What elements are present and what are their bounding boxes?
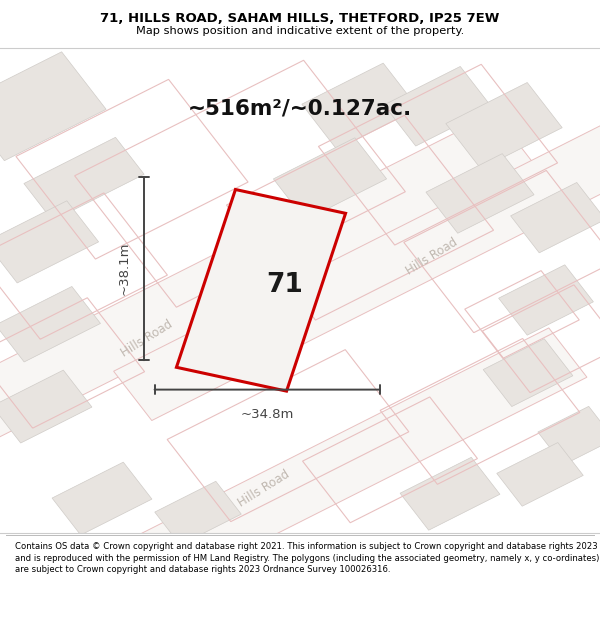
Polygon shape — [538, 406, 600, 465]
Text: ~38.1m: ~38.1m — [118, 242, 131, 295]
Polygon shape — [302, 63, 418, 149]
Text: Map shows position and indicative extent of the property.: Map shows position and indicative extent… — [136, 26, 464, 36]
Text: ~34.8m: ~34.8m — [241, 408, 294, 421]
Polygon shape — [0, 113, 536, 526]
Polygon shape — [0, 286, 100, 362]
Polygon shape — [176, 189, 346, 391]
Polygon shape — [52, 462, 152, 535]
Text: ~516m²/~0.127ac.: ~516m²/~0.127ac. — [188, 99, 412, 119]
Polygon shape — [497, 442, 583, 506]
Polygon shape — [400, 458, 500, 530]
Polygon shape — [446, 82, 562, 169]
Polygon shape — [155, 481, 241, 545]
Polygon shape — [0, 201, 98, 283]
Polygon shape — [0, 328, 587, 625]
Polygon shape — [426, 154, 534, 233]
Text: Hills Road: Hills Road — [119, 318, 175, 360]
Text: Hills Road: Hills Road — [236, 468, 292, 510]
Polygon shape — [113, 63, 600, 421]
Text: 71, HILLS ROAD, SAHAM HILLS, THETFORD, IP25 7EW: 71, HILLS ROAD, SAHAM HILLS, THETFORD, I… — [100, 12, 500, 25]
Polygon shape — [511, 182, 600, 253]
Text: 71: 71 — [266, 272, 304, 299]
Text: Hills Road: Hills Road — [404, 236, 460, 278]
Polygon shape — [24, 138, 144, 221]
Text: Contains OS data © Crown copyright and database right 2021. This information is : Contains OS data © Crown copyright and d… — [15, 542, 599, 574]
Polygon shape — [483, 339, 573, 406]
Polygon shape — [0, 52, 106, 161]
Polygon shape — [274, 138, 386, 220]
Polygon shape — [384, 66, 492, 146]
Polygon shape — [0, 370, 92, 443]
Polygon shape — [499, 265, 593, 335]
